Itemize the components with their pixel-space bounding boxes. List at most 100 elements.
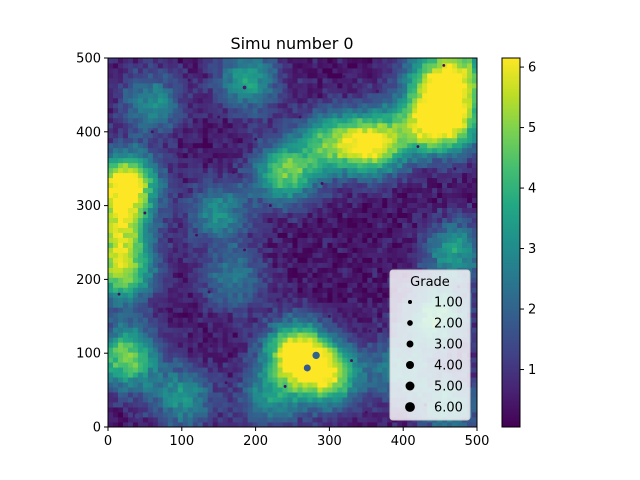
- heatmap-cell: [232, 377, 239, 383]
- heatmap-cell: [292, 132, 298, 139]
- heatmap-cell: [108, 412, 114, 418]
- heatmap-cell: [357, 132, 363, 139]
- heatmap-cell: [312, 97, 318, 104]
- heatmap-cell: [322, 172, 328, 179]
- heatmap-cell: [202, 272, 209, 278]
- heatmap-cell: [382, 367, 388, 373]
- heatmap-cell: [242, 177, 249, 184]
- heatmap-cell: [367, 182, 373, 189]
- heatmap-cell: [337, 177, 343, 184]
- heatmap-cell: [212, 182, 219, 189]
- heatmap-cell: [232, 192, 239, 199]
- heatmap-cell: [207, 87, 214, 94]
- heatmap-cell: [317, 132, 323, 139]
- heatmap-cell: [447, 167, 453, 174]
- heatmap-cell: [452, 137, 458, 144]
- heatmap-cell: [182, 247, 189, 253]
- heatmap-cell: [367, 192, 373, 199]
- heatmap-cell: [302, 127, 308, 134]
- heatmap-cell: [297, 367, 303, 373]
- heatmap-cell: [162, 147, 169, 154]
- heatmap-cell: [457, 192, 463, 199]
- heatmap-cell: [122, 317, 129, 323]
- heatmap-cell: [437, 232, 443, 238]
- heatmap-cell: [267, 97, 273, 104]
- heatmap-cell: [427, 217, 433, 223]
- heatmap-cell: [242, 382, 249, 388]
- heatmap-cell: [467, 122, 473, 129]
- heatmap-cell: [142, 407, 149, 413]
- heatmap-cell: [227, 402, 234, 408]
- heatmap-cell: [327, 297, 333, 303]
- heatmap-cell: [357, 272, 363, 278]
- heatmap-cell: [267, 237, 273, 243]
- heatmap-cell: [357, 242, 363, 248]
- heatmap-cell: [187, 407, 194, 413]
- heatmap-cell: [252, 292, 258, 298]
- heatmap-cell: [387, 227, 393, 233]
- heatmap-cell: [332, 127, 338, 134]
- heatmap-cell: [152, 267, 159, 273]
- heatmap-cell: [302, 222, 308, 228]
- heatmap-cell: [247, 162, 254, 169]
- heatmap-cell: [302, 117, 308, 124]
- heatmap-cell: [177, 397, 184, 403]
- heatmap-cell: [322, 297, 328, 303]
- heatmap-cell: [162, 307, 169, 313]
- heatmap-cell: [137, 352, 144, 358]
- heatmap-cell: [247, 237, 254, 243]
- heatmap-cell: [157, 267, 164, 273]
- heatmap-cell: [412, 152, 418, 159]
- heatmap-cell: [317, 382, 323, 388]
- heatmap-cell: [157, 367, 164, 373]
- heatmap-cell: [377, 222, 383, 228]
- heatmap-cell: [472, 167, 477, 174]
- heatmap-cell: [307, 297, 313, 303]
- heatmap-cell: [467, 152, 473, 159]
- heatmap-cell: [162, 152, 169, 159]
- heatmap-cell: [122, 282, 129, 288]
- heatmap-cell: [227, 357, 234, 363]
- heatmap-cell: [212, 392, 219, 398]
- heatmap-cell: [192, 412, 199, 418]
- heatmap-cell: [377, 262, 383, 268]
- heatmap-cell: [212, 282, 219, 288]
- heatmap-cell: [312, 117, 318, 124]
- heatmap-cell: [242, 277, 249, 283]
- heatmap-cell: [197, 367, 204, 373]
- heatmap-cell: [172, 337, 179, 343]
- heatmap-cell: [197, 112, 204, 119]
- heatmap-cell: [217, 147, 224, 154]
- heatmap-cell: [257, 152, 263, 159]
- heatmap-cell: [242, 107, 249, 114]
- heatmap-cell: [312, 132, 318, 139]
- heatmap-cell: [342, 402, 348, 408]
- heatmap-cell: [307, 387, 313, 393]
- heatmap-cell: [117, 112, 124, 119]
- heatmap-cell: [202, 242, 209, 248]
- heatmap-cell: [122, 187, 129, 194]
- heatmap-cell: [117, 132, 124, 139]
- heatmap-cell: [197, 387, 204, 393]
- heatmap-cell: [262, 382, 268, 388]
- heatmap-cell: [127, 362, 134, 368]
- heatmap-cell: [108, 197, 114, 204]
- heatmap-cell: [347, 307, 353, 313]
- heatmap-cell: [442, 222, 448, 228]
- heatmap-cell: [122, 322, 129, 328]
- heatmap-cell: [187, 237, 194, 243]
- heatmap-cell: [242, 167, 249, 174]
- heatmap-cell: [372, 307, 378, 313]
- heatmap-cell: [172, 322, 179, 328]
- heatmap-cell: [287, 287, 293, 293]
- heatmap-cell: [272, 162, 278, 169]
- heatmap-cell: [452, 197, 458, 204]
- heatmap-cell: [382, 292, 388, 298]
- heatmap-cell: [362, 172, 368, 179]
- heatmap-cell: [367, 222, 373, 228]
- heatmap-cell: [312, 417, 318, 423]
- heatmap-cell: [472, 307, 477, 313]
- heatmap-cell: [367, 102, 373, 109]
- heatmap-cell: [302, 237, 308, 243]
- heatmap-cell: [432, 252, 438, 258]
